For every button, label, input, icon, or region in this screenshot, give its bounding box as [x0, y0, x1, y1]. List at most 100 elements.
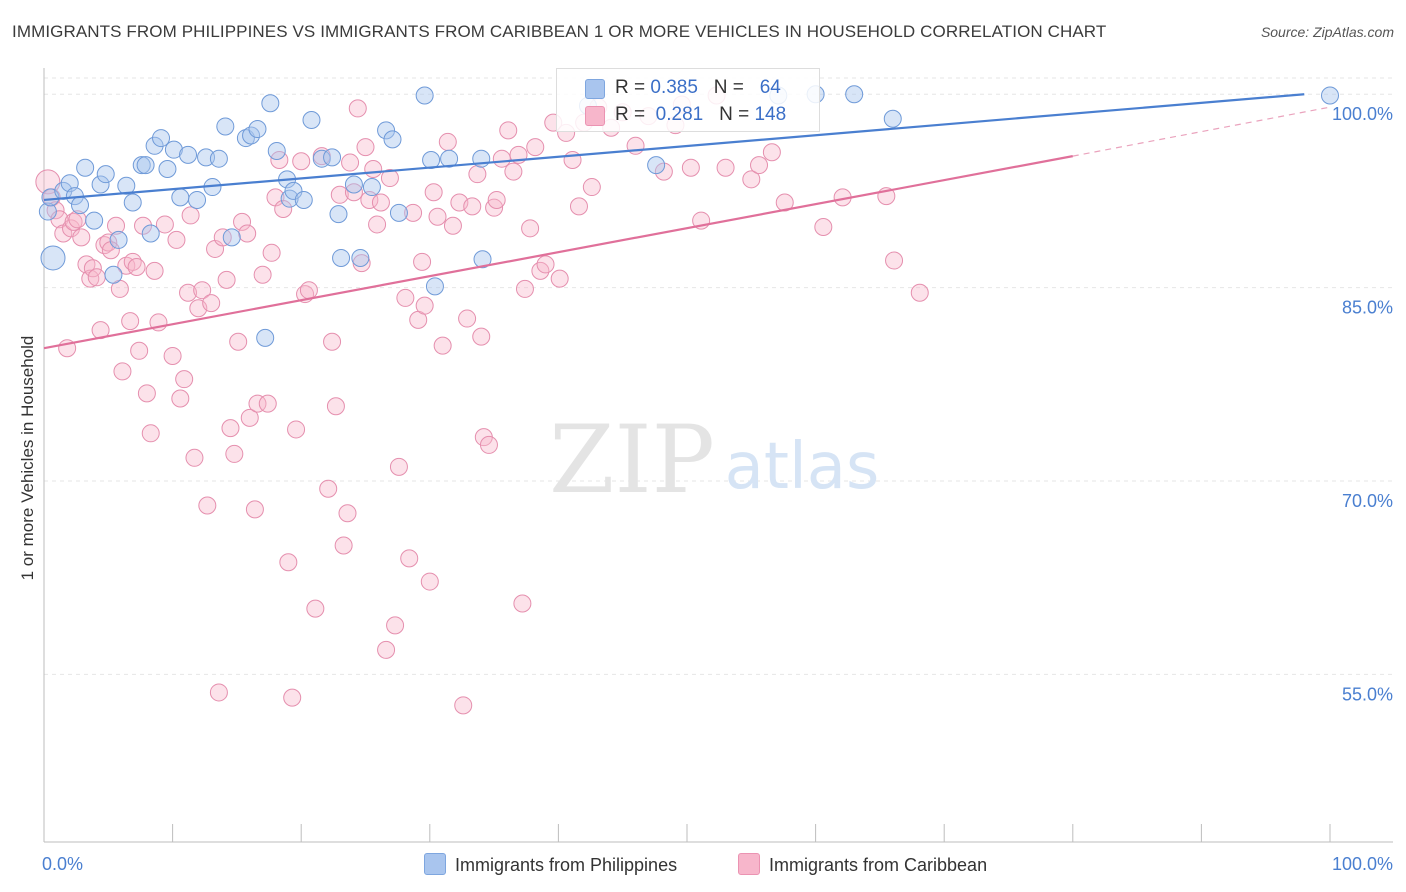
point-philippines	[332, 248, 351, 267]
point-philippines	[158, 160, 177, 179]
point-caribbean	[386, 616, 405, 635]
point-caribbean	[326, 397, 345, 416]
legend-label-philippines: Immigrants from Philippines	[455, 855, 678, 875]
point-caribbean	[396, 288, 415, 307]
point-caribbean	[101, 241, 120, 260]
point-philippines	[323, 148, 342, 167]
philippines-swatch	[585, 79, 605, 99]
point-caribbean	[274, 199, 293, 218]
watermark-atlas: atlas	[725, 430, 880, 504]
point-caribbean	[179, 283, 198, 302]
point-caribbean	[487, 190, 506, 209]
legend-swatch-caribbean	[738, 853, 760, 875]
trend-line-caribbean-extension	[1072, 106, 1331, 157]
y-tick-label: 55.0%	[1342, 684, 1393, 704]
point-caribbean	[306, 599, 325, 618]
point-caribbean	[513, 594, 532, 613]
legend-item-caribbean: Immigrants from Caribbean	[738, 853, 987, 876]
point-caribbean	[262, 243, 281, 262]
point-caribbean	[134, 216, 153, 235]
legend-item-philippines: Immigrants from Philippines	[424, 853, 677, 876]
point-caribbean	[81, 269, 100, 288]
chart-title: IMMIGRANTS FROM PHILIPPINES VS IMMIGRANT…	[12, 22, 1107, 41]
point-philippines	[85, 211, 104, 230]
point-caribbean	[681, 158, 700, 177]
point-caribbean	[175, 370, 194, 389]
r-label: R =	[615, 104, 646, 125]
point-philippines	[883, 109, 902, 128]
point-caribbean	[202, 294, 221, 313]
point-caribbean	[338, 504, 357, 523]
point-caribbean	[221, 419, 240, 438]
r-label: R =	[615, 77, 646, 98]
point-philippines	[188, 190, 207, 209]
point-philippines	[1321, 86, 1339, 105]
point-caribbean	[420, 572, 439, 591]
point-philippines	[242, 126, 261, 145]
point-philippines	[362, 178, 381, 197]
point-caribbean	[371, 193, 390, 212]
point-caribbean	[762, 143, 781, 162]
point-caribbean	[400, 549, 419, 568]
point-philippines	[216, 117, 235, 136]
point-caribbean	[279, 553, 298, 572]
point-philippines	[383, 130, 402, 149]
point-caribbean	[472, 327, 491, 346]
point-philippines	[248, 120, 267, 139]
point-caribbean	[438, 132, 457, 151]
point-caribbean	[217, 270, 236, 289]
r-value-caribbean: 0.281	[655, 104, 704, 125]
point-caribbean	[319, 479, 338, 498]
trend-line-caribbean	[43, 155, 1074, 350]
point-philippines	[302, 111, 321, 130]
point-caribbean	[463, 197, 482, 216]
point-caribbean	[83, 259, 102, 278]
point-philippines	[425, 277, 444, 296]
point-caribbean	[550, 269, 569, 288]
point-caribbean	[155, 215, 174, 234]
legend-label-caribbean: Immigrants from Caribbean	[769, 855, 988, 875]
point-philippines	[473, 250, 492, 269]
point-caribbean	[526, 138, 545, 157]
point-caribbean	[344, 183, 363, 202]
point-caribbean	[233, 212, 252, 231]
y-tick-label: 85.0%	[1342, 298, 1393, 318]
point-caribbean	[404, 203, 423, 222]
r-value-philippines: 0.385	[650, 77, 698, 98]
point-philippines	[377, 121, 396, 140]
point-caribbean	[910, 283, 929, 302]
point-caribbean	[499, 121, 518, 140]
watermark: ZIP atlas	[549, 406, 879, 515]
x-tick-label: 100.0%	[1332, 854, 1393, 874]
point-philippines	[344, 175, 363, 194]
point-caribbean	[368, 215, 387, 234]
point-caribbean	[330, 185, 349, 204]
point-caribbean	[454, 696, 473, 715]
point-caribbean	[716, 158, 735, 177]
n-label: N =	[713, 77, 744, 98]
point-caribbean	[415, 296, 434, 315]
point-caribbean	[504, 162, 523, 181]
legend-swatch-philippines	[424, 853, 446, 875]
point-caribbean	[240, 408, 259, 427]
point-philippines	[329, 205, 348, 224]
point-philippines	[76, 158, 95, 177]
point-philippines	[38, 202, 57, 221]
point-philippines	[71, 196, 90, 215]
point-philippines	[117, 176, 136, 195]
point-philippines	[256, 328, 275, 347]
chart-source: Source: ZipAtlas.com	[1260, 24, 1394, 40]
point-caribbean	[113, 362, 132, 381]
point-caribbean	[334, 536, 353, 555]
point-caribbean	[885, 251, 904, 270]
point-philippines	[123, 193, 142, 212]
point-caribbean	[163, 346, 182, 365]
point-philippines	[91, 175, 110, 194]
point-caribbean	[515, 279, 534, 298]
point-caribbean	[258, 394, 277, 413]
point-caribbean	[181, 206, 200, 225]
point-caribbean	[287, 420, 306, 439]
point-caribbean	[107, 216, 126, 235]
point-caribbean	[225, 444, 244, 463]
